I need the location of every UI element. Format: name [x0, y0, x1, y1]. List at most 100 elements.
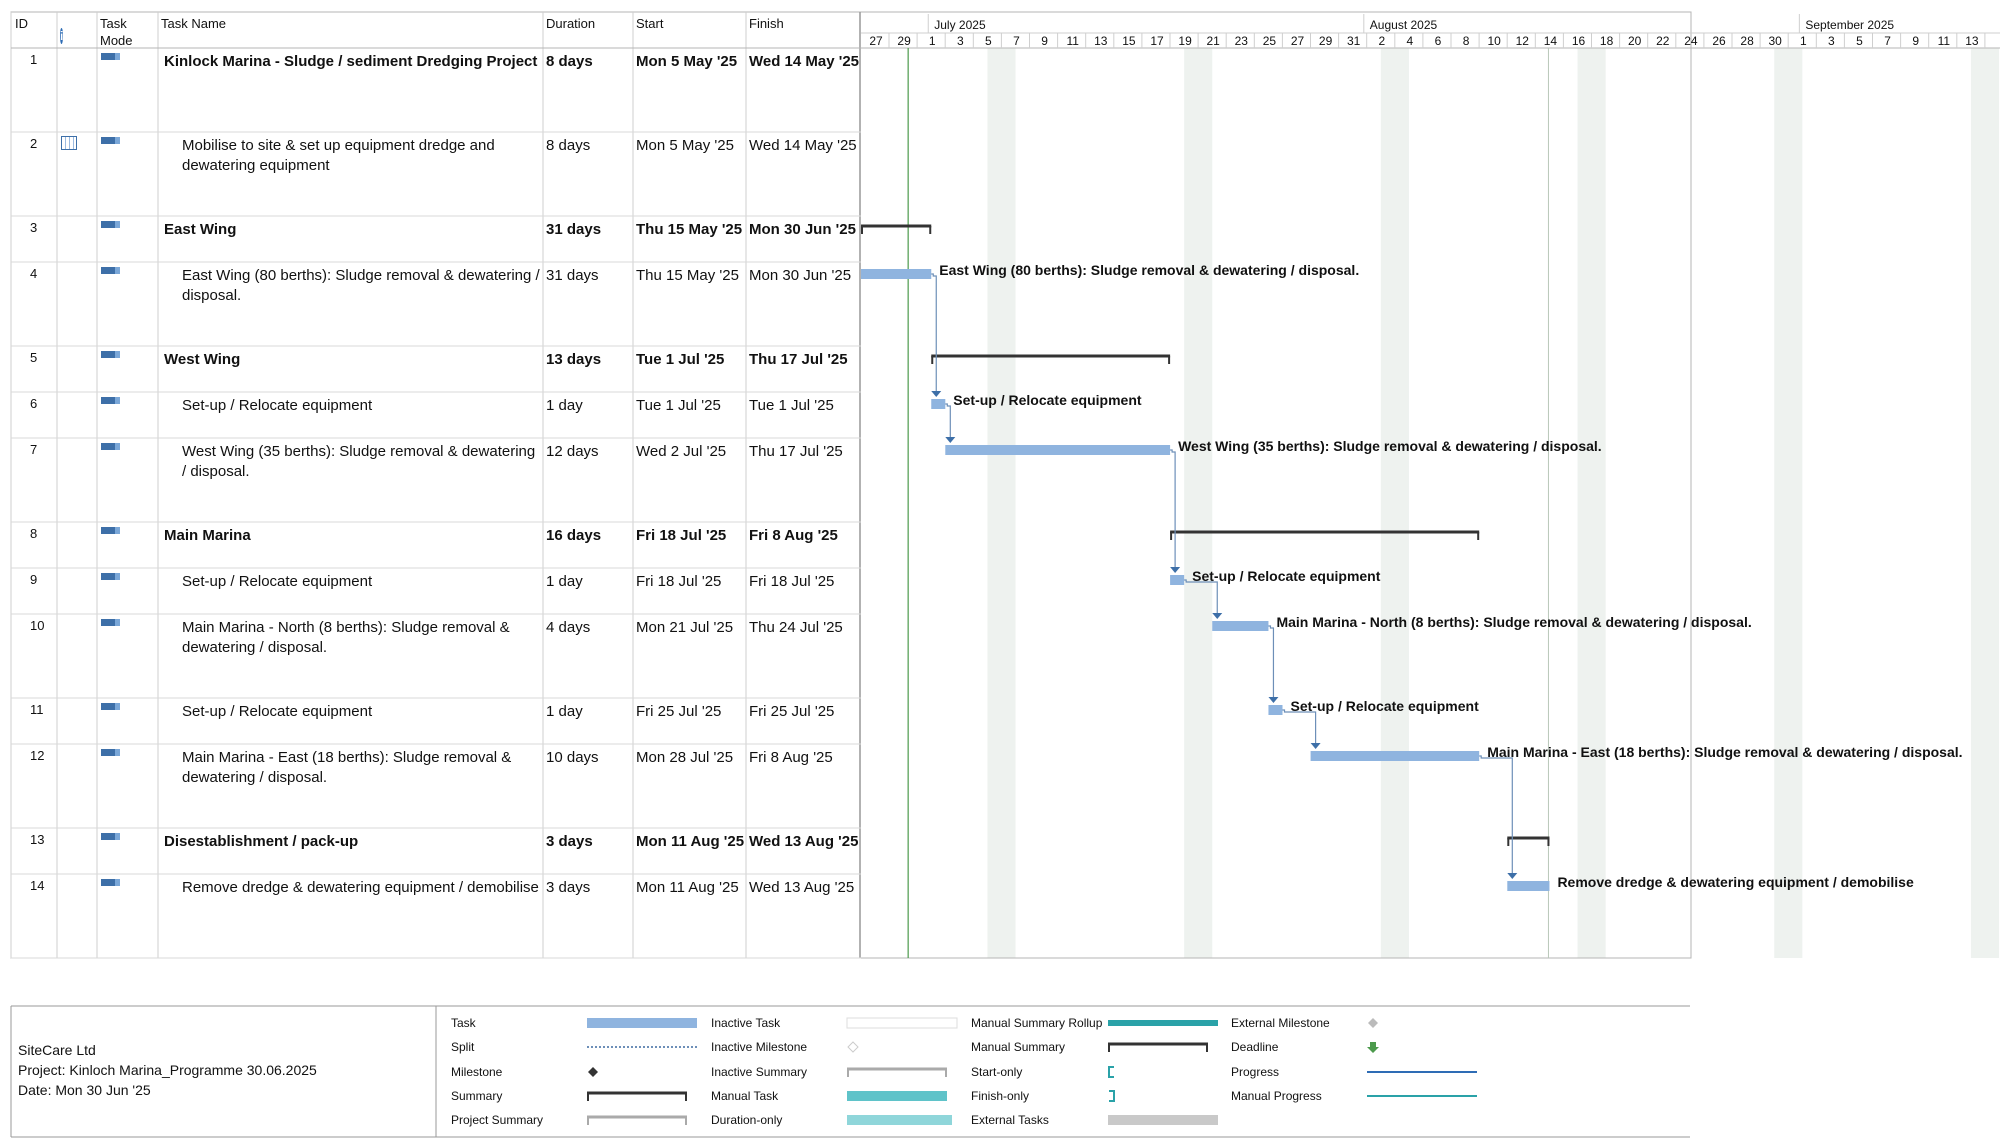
- task-name[interactable]: East Wing: [164, 221, 237, 238]
- task-duration[interactable]: 1 day: [546, 573, 583, 590]
- task-name[interactable]: Disestablishment / pack-up: [164, 833, 359, 850]
- task-start[interactable]: Tue 1 Jul '25: [636, 351, 725, 368]
- task-finish[interactable]: Tue 1 Jul '25: [749, 397, 834, 414]
- task-start[interactable]: Mon 21 Jul '25: [636, 619, 734, 636]
- task-start[interactable]: Fri 25 Jul '25: [636, 703, 722, 720]
- column-header-task-name[interactable]: Task Name: [161, 16, 227, 31]
- timescale-day-label: 19: [1178, 34, 1192, 48]
- gantt-bar-label: Main Marina - North (8 berths): Sludge r…: [1276, 614, 1752, 630]
- nonworking-shade: [987, 48, 1016, 958]
- task-finish[interactable]: Fri 8 Aug '25: [749, 527, 838, 544]
- timescale-day-label: 9: [1912, 34, 1920, 48]
- task-finish[interactable]: Wed 14 May '25: [749, 137, 857, 154]
- task-name[interactable]: Main Marina: [164, 527, 251, 544]
- column-header-duration[interactable]: Duration: [546, 16, 596, 31]
- task-finish[interactable]: Thu 17 Jul '25: [749, 443, 843, 460]
- task-mode-auto-icon: [101, 267, 120, 274]
- task-start[interactable]: Mon 11 Aug '25: [636, 879, 739, 896]
- task-id: 2: [30, 136, 38, 151]
- timescale-day-label: 13: [1094, 34, 1108, 48]
- task-duration[interactable]: 31 days: [546, 221, 602, 238]
- task-bar[interactable]: [861, 269, 932, 279]
- legend-swatch: [1108, 1115, 1218, 1125]
- task-bar[interactable]: [1170, 575, 1185, 585]
- task-bar[interactable]: [1310, 751, 1480, 761]
- task-duration[interactable]: 1 day: [546, 703, 583, 720]
- timescale-day-label: 7: [1013, 34, 1020, 48]
- timescale-day-label: 23: [1234, 34, 1248, 48]
- timescale-day-label: 10: [1487, 34, 1501, 48]
- column-header-finish[interactable]: Finish: [749, 16, 784, 31]
- task-id: 8: [30, 526, 38, 541]
- timescale-day-label: 30: [1768, 34, 1782, 48]
- legend-swatch: [587, 1091, 687, 1101]
- task-finish[interactable]: Thu 17 Jul '25: [749, 351, 848, 368]
- task-duration[interactable]: 3 days: [546, 879, 591, 896]
- task-start[interactable]: Mon 5 May '25: [636, 53, 738, 70]
- task-duration[interactable]: 8 days: [546, 53, 593, 70]
- timescale-day-label: 27: [1290, 34, 1305, 48]
- timescale-day-label: 31: [1347, 34, 1361, 48]
- column-header-start[interactable]: Start: [636, 16, 664, 31]
- task-finish[interactable]: Wed 13 Aug '25: [749, 879, 855, 896]
- task-finish[interactable]: Fri 25 Jul '25: [749, 703, 835, 720]
- dependency-arrow: [945, 437, 956, 443]
- task-start[interactable]: Mon 5 May '25: [636, 137, 734, 154]
- task-duration[interactable]: 13 days: [546, 351, 602, 368]
- task-name[interactable]: Set-up / Relocate equipment: [182, 573, 373, 590]
- task-name[interactable]: Set-up / Relocate equipment: [182, 397, 373, 414]
- calendar-icon: [61, 136, 77, 150]
- task-name[interactable]: Main Marina - East (18 berths): Sludge r…: [182, 749, 512, 786]
- task-duration[interactable]: 4 days: [546, 619, 591, 636]
- task-bar[interactable]: [1268, 705, 1283, 715]
- timescale-day-label: 27: [869, 34, 883, 48]
- legend-item-label: Project Summary: [451, 1113, 544, 1127]
- task-finish[interactable]: Thu 24 Jul '25: [749, 619, 843, 636]
- timescale-day-label: 1: [1799, 34, 1807, 48]
- task-start[interactable]: Wed 2 Jul '25: [636, 443, 727, 460]
- task-bar[interactable]: [1507, 881, 1550, 891]
- nonworking-shade: [1184, 48, 1213, 958]
- task-name[interactable]: Mobilise to site & set up equipment dred…: [182, 137, 495, 174]
- task-name[interactable]: Kinlock Marina - Sludge / sediment Dredg…: [164, 53, 538, 70]
- timescale-day-label: 9: [1041, 34, 1048, 48]
- task-duration[interactable]: 10 days: [546, 749, 599, 766]
- legend-item-label: Manual Progress: [1231, 1089, 1322, 1103]
- column-header-task-mode[interactable]: Task Mode: [100, 15, 155, 49]
- column-header-id[interactable]: ID: [15, 16, 28, 31]
- column-header-task-mode-line2: Mode: [100, 33, 133, 48]
- task-duration[interactable]: 31 days: [546, 267, 599, 284]
- task-duration[interactable]: 8 days: [546, 137, 591, 154]
- task-duration[interactable]: 3 days: [546, 833, 593, 850]
- task-bar[interactable]: [945, 445, 1171, 455]
- task-finish[interactable]: Wed 13 Aug '25: [749, 833, 859, 850]
- task-name[interactable]: West Wing (35 berths): Sludge removal & …: [182, 443, 536, 480]
- task-name[interactable]: Remove dredge & dewatering equipment / d…: [182, 879, 539, 896]
- task-start[interactable]: Fri 18 Jul '25: [636, 527, 727, 544]
- task-name[interactable]: Set-up / Relocate equipment: [182, 703, 373, 720]
- task-start[interactable]: Tue 1 Jul '25: [636, 397, 721, 414]
- task-start[interactable]: Fri 18 Jul '25: [636, 573, 722, 590]
- task-finish[interactable]: Mon 30 Jun '25: [749, 221, 856, 238]
- legend-item-label: Task: [451, 1016, 476, 1030]
- dependency-arrow: [1212, 613, 1223, 619]
- timescale-day-label: 5: [1856, 34, 1863, 48]
- task-finish[interactable]: Fri 8 Aug '25: [749, 749, 833, 766]
- task-duration[interactable]: 12 days: [546, 443, 599, 460]
- task-start[interactable]: Thu 15 May '25: [636, 267, 739, 284]
- task-name[interactable]: Main Marina - North (8 berths): Sludge r…: [182, 619, 510, 656]
- task-name[interactable]: West Wing: [164, 351, 241, 368]
- task-start[interactable]: Thu 15 May '25: [636, 221, 743, 238]
- task-start[interactable]: Mon 11 Aug '25: [636, 833, 745, 850]
- task-name[interactable]: East Wing (80 berths): Sludge removal & …: [182, 267, 540, 304]
- task-bar[interactable]: [1212, 621, 1269, 631]
- task-finish[interactable]: Fri 18 Jul '25: [749, 573, 835, 590]
- task-duration[interactable]: 1 day: [546, 397, 583, 414]
- task-duration[interactable]: 16 days: [546, 527, 602, 544]
- task-finish[interactable]: Mon 30 Jun '25: [749, 267, 852, 284]
- task-bar[interactable]: [931, 399, 946, 409]
- legend-swatch: [847, 1067, 947, 1077]
- task-start[interactable]: Mon 28 Jul '25: [636, 749, 734, 766]
- task-finish[interactable]: Wed 14 May '25: [749, 53, 860, 70]
- task-id: 10: [30, 618, 45, 633]
